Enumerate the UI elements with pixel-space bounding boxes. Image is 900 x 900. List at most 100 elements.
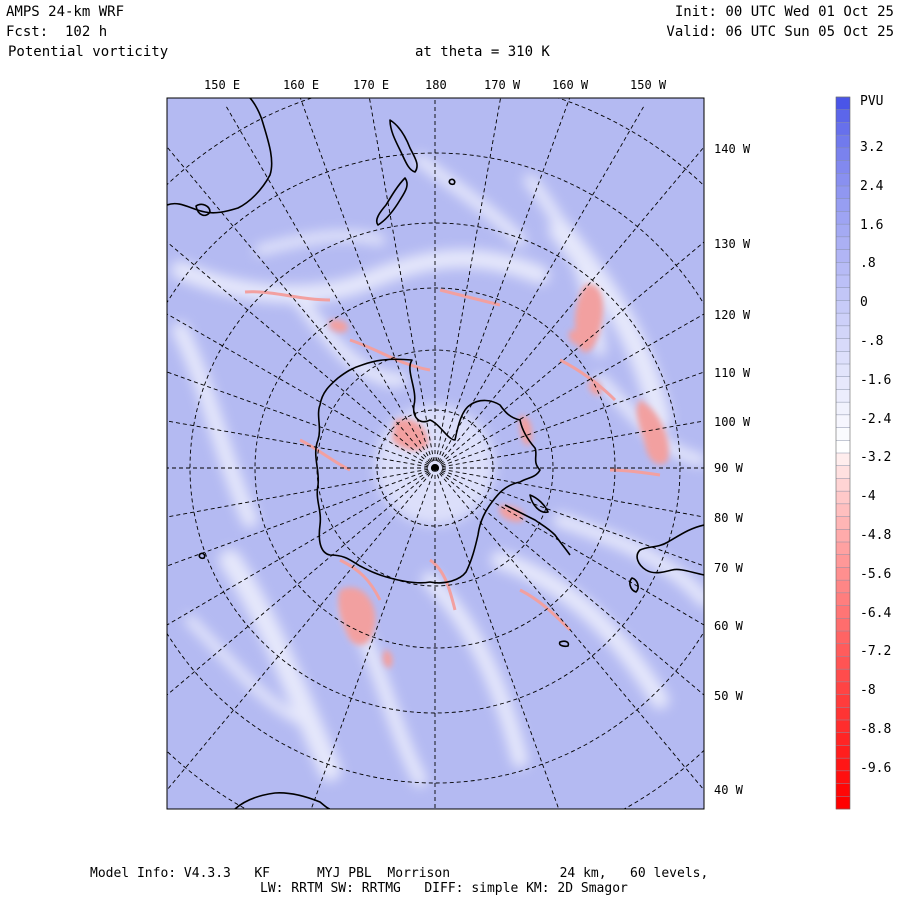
colorbar-label: -3.2 xyxy=(860,450,892,466)
colorbar-swatch xyxy=(836,186,850,200)
colorbar-swatch xyxy=(836,173,850,187)
valid-time: Valid: 06 UTC Sun 05 Oct 25 xyxy=(666,24,894,40)
colorbar-swatch xyxy=(836,262,850,276)
colorbar-label: -6.4 xyxy=(860,605,892,621)
colorbar-swatch xyxy=(836,122,850,136)
colorbar-swatch xyxy=(836,236,850,250)
lon-label-top: 160 W xyxy=(552,78,589,92)
colorbar-unit: PVU xyxy=(860,94,884,109)
colorbar-swatch xyxy=(836,580,850,594)
colorbar-label: 0 xyxy=(860,295,868,311)
lon-label-right: 70 W xyxy=(714,561,743,575)
colorbar-swatch xyxy=(836,770,850,784)
colorbar-label: -2.4 xyxy=(860,411,892,427)
colorbar-label: -5.6 xyxy=(860,566,892,582)
colorbar-label: -9.6 xyxy=(860,760,892,776)
colorbar-swatch xyxy=(836,542,850,556)
colorbar-label: -.8 xyxy=(860,334,884,349)
colorbar-swatch xyxy=(836,389,850,403)
map-field xyxy=(167,98,704,809)
tasmania xyxy=(195,203,211,217)
colorbar-swatch xyxy=(836,720,850,734)
colorbar-swatch xyxy=(836,491,850,505)
coastlines xyxy=(167,98,704,809)
colorbar-swatch xyxy=(836,592,850,606)
lon-label-top: 160 E xyxy=(283,78,320,92)
antarctica-coast xyxy=(314,358,541,584)
init-time: Init: 00 UTC Wed 01 Oct 25 xyxy=(674,4,894,20)
colorbar-label: -4 xyxy=(860,489,876,505)
map-frame xyxy=(166,97,705,810)
colorbar-swatch xyxy=(836,567,850,581)
field-name: Potential vorticity xyxy=(8,44,169,60)
colorbar-swatch xyxy=(836,427,850,441)
colorbar-swatch xyxy=(836,198,850,212)
colorbar-swatch xyxy=(836,707,850,721)
antarctic-peninsula xyxy=(504,504,571,556)
lon-label-right: 110 W xyxy=(714,366,751,380)
colorbar-swatch xyxy=(836,402,850,416)
colorbar-swatch xyxy=(836,694,850,708)
colorbar-label: 3.2 xyxy=(860,140,884,155)
lon-label-right: 40 W xyxy=(714,783,743,797)
australia-coast xyxy=(167,98,273,214)
footer-physics-info: LW: RRTM SW: RRTMG DIFF: simple KM: 2D S… xyxy=(260,881,628,896)
lon-label-right: 90 W xyxy=(714,461,743,475)
colorbar-swatch xyxy=(836,109,850,123)
colorbar-swatch xyxy=(836,783,850,797)
lon-label-top: 180 xyxy=(425,78,447,92)
colorbar-label: -7.2 xyxy=(860,644,892,660)
footer-model-info: Model Info: V4.3.3 KF MYJ PBL Morrison 2… xyxy=(90,866,709,881)
colorbar-swatch xyxy=(836,669,850,683)
colorbar-swatch xyxy=(836,643,850,657)
meridians xyxy=(167,98,704,809)
colorbar-swatch xyxy=(836,796,850,810)
colorbar-frame xyxy=(835,96,851,810)
lon-label-top: 170 W xyxy=(484,78,521,92)
colorbar-swatch xyxy=(836,656,850,670)
colorbar-swatch xyxy=(836,160,850,174)
colorbar-swatch xyxy=(836,758,850,772)
colorbar-swatch xyxy=(836,478,850,492)
colorbar-swatch xyxy=(836,287,850,301)
colorbar-swatch xyxy=(836,465,850,479)
colorbar-swatch xyxy=(836,97,850,111)
level-label: at theta = 310 K xyxy=(415,44,550,60)
lon-label-right: 120 W xyxy=(714,308,751,322)
lon-label-right: 140 W xyxy=(714,142,751,156)
new-zealand xyxy=(389,119,418,173)
colorbar-swatch xyxy=(836,224,850,238)
model-title: AMPS 24-km WRF xyxy=(6,4,125,20)
lon-label-right: 80 W xyxy=(714,511,743,525)
colorbar-swatch xyxy=(836,338,850,352)
colorbar-swatch xyxy=(836,516,850,530)
colorbar-swatch xyxy=(836,364,850,378)
lon-label-right: 60 W xyxy=(714,619,743,633)
lon-label-right: 100 W xyxy=(714,415,751,429)
colorbar-swatch xyxy=(836,631,850,645)
colorbar-label: -8 xyxy=(860,683,876,699)
colorbar-swatch xyxy=(836,135,850,149)
colorbar-swatch xyxy=(836,351,850,365)
negative-pv-patches xyxy=(329,284,669,668)
colorbar-swatch xyxy=(836,503,850,517)
colorbar-label: -8.8 xyxy=(860,722,892,737)
colorbar-swatch xyxy=(836,440,850,454)
colorbar-swatch xyxy=(836,554,850,568)
colorbar-swatch xyxy=(836,376,850,390)
colorbar-swatch xyxy=(836,681,850,695)
colorbar-swatch xyxy=(836,147,850,161)
colorbar-label: .8 xyxy=(860,256,876,272)
colorbar-swatch xyxy=(836,414,850,428)
lon-label-right: 50 W xyxy=(714,689,743,703)
colorbar-label: -4.8 xyxy=(860,528,892,543)
colorbar-label: 1.6 xyxy=(860,217,884,233)
colorbar-swatch xyxy=(836,275,850,289)
forecast-hour: Fcst: 102 h xyxy=(6,24,108,40)
colorbar-label: 2.4 xyxy=(860,178,884,194)
colorbar-swatch xyxy=(836,529,850,543)
colorbar-swatch xyxy=(836,325,850,339)
lon-label-top: 170 E xyxy=(353,78,390,92)
colorbar-swatch xyxy=(836,605,850,619)
